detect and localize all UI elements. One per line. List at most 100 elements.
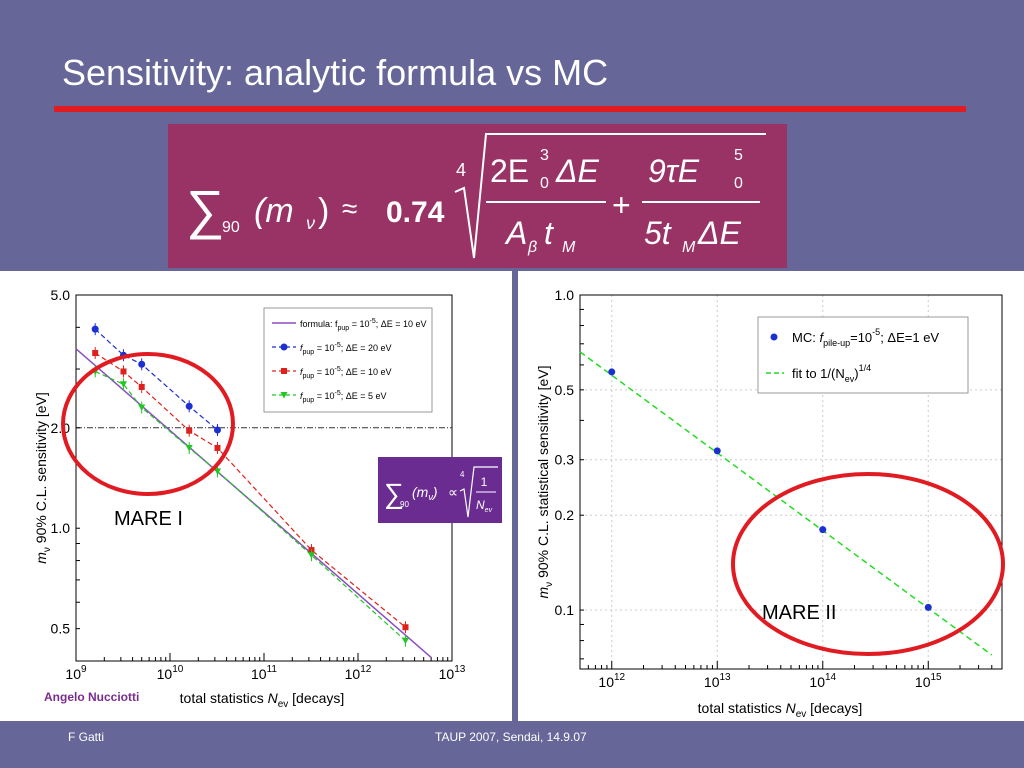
inset-formula: ∑90(mν) ∝4 1 Nev: [378, 457, 502, 523]
root-index: 4: [456, 160, 466, 180]
x-tick-label: 1010: [157, 664, 184, 682]
data-point: [138, 404, 146, 412]
mare-i-chart: 109 1010 1011 1012 1013 0.5 1.0 2.0 5.0 total sta…: [33, 287, 502, 710]
legend: formula: fpup = 10-5; ΔE = 10 eV fpup = 1…: [263, 307, 433, 413]
legend: MC: fpile-up=10-5; ΔE=1 eV fit to 1/(Nev)…: [757, 316, 969, 394]
legend-frame: [757, 316, 969, 394]
data-point: [713, 447, 721, 455]
y-tick-label: 0.5: [555, 382, 575, 398]
legend-frame: [263, 307, 433, 413]
legend-label: fpup = 10-5; ΔE = 10 eV: [300, 366, 392, 380]
legend-label: fpup = 10-5; ΔE = 5 eV: [300, 390, 387, 404]
y-axis-title: mν 90% C.L. sensitivity [eV]: [33, 392, 53, 564]
term1-denominator-sub: β: [527, 239, 537, 256]
y-tick-label: 1.0: [555, 287, 575, 303]
data-point: [185, 444, 193, 452]
term1-numerator-sub: 0: [540, 175, 549, 192]
inset-denominator: Nev: [476, 498, 493, 514]
x-tick-label: 1012: [345, 664, 372, 682]
footer-author: F Gatti: [68, 730, 105, 744]
formula-line: [75, 348, 432, 658]
term1-numerator-sup: 3: [540, 147, 549, 164]
x-tick-label: 1011: [251, 664, 277, 682]
term2-numerator-sup: 5: [734, 147, 743, 164]
term2-numerator-sub: 0: [734, 175, 743, 192]
data-point: [608, 368, 616, 376]
data-point: [92, 350, 99, 357]
y-tick-label: 5.0: [51, 287, 71, 303]
mare-i-circle: [61, 352, 235, 496]
y-tick-label: 0.1: [555, 602, 575, 618]
plus-sign: +: [612, 187, 631, 223]
y-tick-label: 0.2: [555, 507, 575, 523]
approx-symbol: ≈: [342, 193, 357, 224]
y-tick-label: 0.5: [51, 621, 71, 637]
title-underline: [54, 106, 966, 112]
term1-numerator-rest: ΔE: [555, 153, 599, 189]
data-point: [185, 402, 193, 410]
legend-marker: [770, 333, 778, 341]
data-point: [213, 426, 221, 434]
inset-root-index: 4: [460, 470, 465, 479]
legend-label: fit to 1/(Nev)1/4: [792, 363, 871, 384]
y-axis-title: mν 90% C.L. statistical sensitivity [eV]: [535, 366, 555, 599]
term1-denominator: A: [504, 215, 527, 251]
term2-denominator-rest: ΔE: [697, 215, 741, 251]
x-tick-label: 1015: [915, 672, 942, 690]
data-point: [119, 381, 127, 388]
term1-numerator: 2E: [490, 153, 529, 189]
legend-label: MC: fpile-up=10-5; ΔE=1 eV: [792, 327, 939, 348]
inset-numerator: 1: [481, 475, 488, 489]
legend-marker: [280, 392, 288, 399]
term2-denominator-sub: M: [682, 239, 696, 256]
x-tick-label: 1012: [598, 672, 625, 690]
fit-line: [579, 351, 993, 656]
formula-coefficient: 0.74: [386, 196, 445, 229]
term2-denominator: 5t: [644, 215, 672, 251]
inset-root-sign: [459, 466, 498, 518]
mare-ii-chart: 1012 1013 1014 1015 0.1 0.2 0.3 0.5 1.0 total sta…: [535, 287, 1005, 720]
sum-subscript: 90: [222, 219, 240, 236]
formula-arg-close: ): [318, 192, 329, 230]
data-point: [138, 360, 146, 368]
y-tick-label: 1.0: [51, 520, 71, 536]
legend-label: formula: fpup = 10-5; ΔE = 10 eV: [300, 318, 427, 332]
legend-marker: [281, 368, 287, 374]
root-sign: [454, 133, 766, 259]
mare-i-label: MARE I: [114, 508, 183, 530]
data-point: [402, 624, 409, 631]
data-point: [91, 325, 99, 333]
data-point: [924, 603, 932, 611]
term2-numerator: 9τE: [648, 153, 700, 189]
mare-ii-label: MARE II: [762, 602, 836, 624]
series-1: [92, 347, 409, 634]
sensitivity-formula: ∑ 90 (m ν ) ≈ 0.74 4 2E 3 0 ΔE A β t M +…: [186, 133, 766, 259]
sum-symbol: ∑: [186, 180, 225, 240]
author-credit: Angelo Nucciotti: [44, 690, 139, 704]
series-0: [608, 368, 932, 611]
data-point: [214, 444, 221, 451]
formula-box: ∑ 90 (m ν ) ≈ 0.74 4 2E 3 0 ΔE A β t M +…: [168, 124, 787, 268]
x-axis-title: total statistics Nev [decays]: [698, 700, 863, 720]
data-point: [186, 427, 193, 434]
footer-conference: TAUP 2007, Sendai, 14.9.07: [435, 730, 587, 744]
mare-ii-circle: [731, 472, 1005, 656]
right-chart-panel: 1012 1013 1014 1015 0.1 0.2 0.3 0.5 1.0 total sta…: [518, 271, 1024, 721]
inset-arg: (mν): [412, 484, 438, 502]
legend-marker: [280, 343, 288, 351]
inset-propto: ∝: [448, 484, 458, 500]
inset-formula-box: [378, 457, 502, 523]
x-tick-label: 1013: [704, 672, 731, 690]
x-tick-label: 1013: [439, 664, 466, 682]
inset-sum-symbol: ∑: [384, 478, 404, 509]
formula-arg-sub: ν: [306, 213, 315, 233]
data-point: [819, 526, 827, 534]
term1-denominator-rest: t: [544, 215, 554, 251]
x-tick-label: 109: [65, 664, 87, 682]
term1-denominator-rest-sub: M: [562, 239, 576, 256]
data-point: [307, 552, 315, 559]
data-point: [401, 637, 409, 645]
data-point: [120, 368, 127, 375]
formula-arg: (m: [254, 192, 294, 230]
left-chart-panel: 109 1010 1011 1012 1013 0.5 1.0 2.0 5.0 total sta…: [0, 271, 512, 721]
